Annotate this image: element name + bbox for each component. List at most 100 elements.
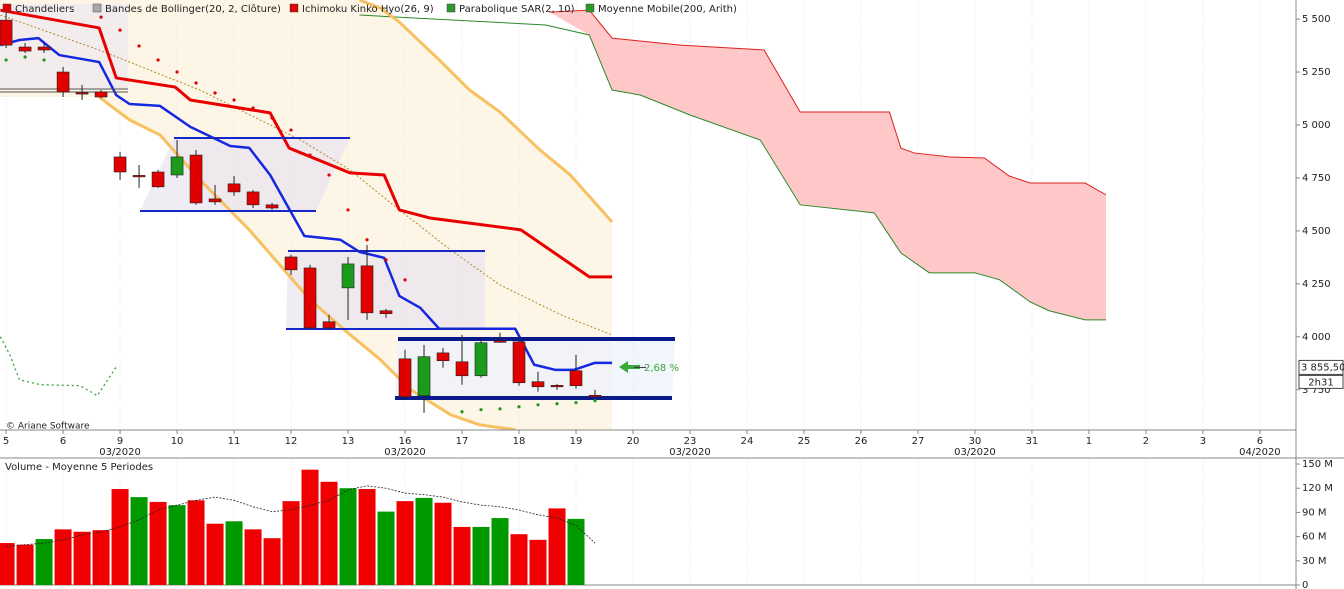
- cloud-fill: [549, 10, 1107, 320]
- x-tick-label: 23: [684, 436, 697, 447]
- y-tick-label: 4 000: [1302, 332, 1331, 343]
- arrow: [619, 361, 640, 373]
- candle-body: [151, 171, 165, 188]
- month-label: 03/2020: [669, 447, 711, 458]
- candle-body: [113, 156, 127, 173]
- x-tick-label: 19: [570, 436, 583, 447]
- candle-body: [227, 183, 241, 193]
- volume-bar: [0, 543, 15, 585]
- candles: [0, 12, 602, 414]
- candle-body: [284, 256, 298, 271]
- candle-body: [322, 321, 336, 329]
- volume-bar: [206, 523, 224, 585]
- indicator-line: [0, 336, 117, 397]
- candle-body: [512, 341, 526, 384]
- volume-bar: [168, 505, 186, 585]
- candle-body: [493, 340, 507, 343]
- x-tick-label: 9: [117, 436, 123, 447]
- x-tick-label: 2: [1143, 436, 1149, 447]
- sar-dot: [403, 278, 407, 282]
- timer-box: [1298, 374, 1344, 389]
- volume-bar: [130, 497, 148, 585]
- candle-body: [189, 154, 203, 204]
- x-tick-label: 1: [1086, 436, 1092, 447]
- candle-body: [398, 358, 412, 398]
- sar-dot: [346, 208, 350, 212]
- x-tick-label: 3: [1200, 436, 1206, 447]
- sar-dot: [327, 173, 331, 177]
- axes: 5 6 9 10 11 12 13 16 17 18 19 20 23 24 25 26 27 30 31 1 2 3 60…: [3, 14, 1344, 589]
- sar-dot: [479, 408, 483, 412]
- y-tick-label: 120 M: [1302, 483, 1333, 494]
- volume-bar: [282, 501, 300, 585]
- month-label: 03/2020: [99, 447, 141, 458]
- candle-body: [75, 92, 89, 95]
- volume: [0, 469, 596, 585]
- candle-body: [417, 356, 431, 396]
- x-tick-label: 20: [627, 436, 640, 447]
- sar-dot: [137, 44, 141, 48]
- x-tick-label: 31: [1026, 436, 1039, 447]
- candle-body: [550, 385, 564, 388]
- sar-dot: [213, 91, 217, 95]
- sar-dot: [175, 70, 179, 74]
- sar-dot: [517, 405, 521, 409]
- candle-body: [379, 310, 393, 315]
- y-tick-label: 0: [1302, 580, 1308, 589]
- candle-body: [246, 191, 260, 206]
- volume-bar: [358, 489, 376, 585]
- volume-ma: [6, 485, 596, 547]
- volume-bar: [92, 530, 110, 585]
- x-tick-label: 5: [3, 436, 9, 447]
- candle-body: [18, 46, 32, 52]
- volume-bar: [472, 526, 490, 585]
- legend-label: Bandes de Bollinger(20, 2, Clôture): [105, 3, 281, 15]
- candle-body: [94, 91, 108, 98]
- legend-swatch: [2, 3, 12, 13]
- sar-dot: [289, 128, 293, 132]
- volume-bar: [567, 518, 585, 585]
- sar-dot: [194, 81, 198, 85]
- candle-body: [303, 267, 317, 329]
- sar-dot: [536, 403, 540, 407]
- sar-dot: [42, 58, 46, 62]
- month-label: 04/2020: [1239, 447, 1281, 458]
- volume-bar: [339, 488, 357, 585]
- candle-body: [436, 352, 450, 362]
- sar-dot: [498, 407, 502, 411]
- sar-dot: [156, 58, 160, 62]
- x-tick-label: 6: [1257, 436, 1263, 447]
- legend: Chandeliers Bandes de Bollinger(20, 2, Cl…: [2, 3, 737, 15]
- candle-body: [208, 198, 222, 203]
- zone-box: [395, 339, 675, 398]
- last-price-label: 3 855,50: [1301, 362, 1344, 373]
- x-tick-label: 18: [513, 436, 526, 447]
- volume-bar: [187, 500, 205, 585]
- candle-body: [531, 381, 545, 388]
- y-tick-label: 4 250: [1302, 279, 1331, 290]
- candle-body: [569, 370, 583, 387]
- volume-bar: [491, 518, 509, 585]
- cloud-line: [359, 14, 1107, 321]
- legend-swatch: [446, 3, 456, 13]
- y-tick-label: 30 M: [1302, 556, 1327, 567]
- last-price-box: [1298, 359, 1344, 375]
- indicator-line: [358, 0, 614, 223]
- legend-swatch: [92, 3, 102, 13]
- legend-label: Chandeliers: [15, 4, 74, 15]
- x-tick-label: 17: [456, 436, 469, 447]
- volume-bar: [244, 529, 262, 585]
- y-tick-label: 4 750: [1302, 173, 1331, 184]
- y-tick-label: 60 M: [1302, 532, 1327, 543]
- x-tick-label: 25: [798, 436, 811, 447]
- y-tick-label: 5 000: [1302, 120, 1331, 131]
- volume-bar: [320, 481, 338, 585]
- sar-dot: [270, 116, 274, 120]
- volume-bar: [415, 497, 433, 585]
- legend-swatch: [289, 3, 299, 13]
- x-tick-label: 27: [912, 436, 925, 447]
- legend-label: Ichimoku Kinko Hyo(26, 9): [302, 4, 434, 15]
- volume-bar: [377, 511, 395, 585]
- x-tick-label: 26: [855, 436, 868, 447]
